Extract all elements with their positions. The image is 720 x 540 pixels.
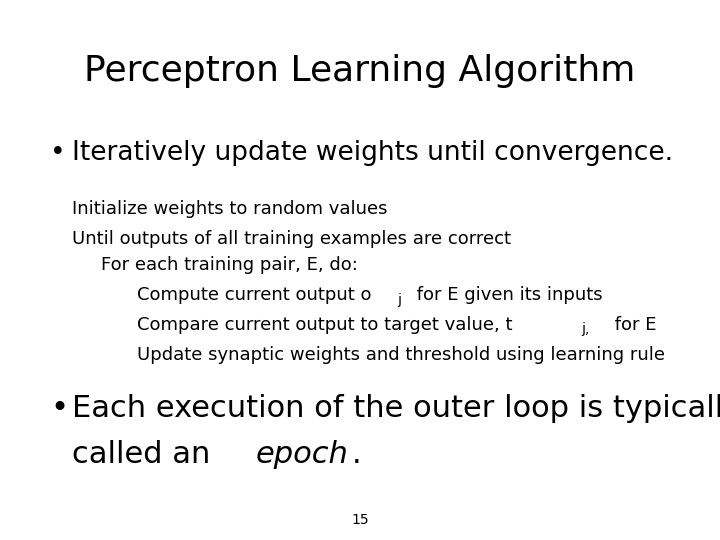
Text: Iteratively update weights until convergence.: Iteratively update weights until converg…	[72, 140, 673, 166]
Text: •: •	[50, 140, 66, 166]
Text: For each training pair, E, do:: For each training pair, E, do:	[101, 256, 358, 274]
Text: .: .	[351, 440, 361, 469]
Text: for E given its inputs: for E given its inputs	[411, 286, 603, 304]
Text: Perceptron Learning Algorithm: Perceptron Learning Algorithm	[84, 54, 636, 88]
Text: j,: j,	[581, 322, 590, 336]
Text: Compute current output o: Compute current output o	[137, 286, 372, 304]
Text: for E: for E	[609, 316, 657, 334]
Text: •: •	[50, 394, 68, 423]
Text: epoch: epoch	[256, 440, 348, 469]
Text: j: j	[397, 293, 401, 307]
Text: Until outputs of all training examples are correct: Until outputs of all training examples a…	[72, 230, 511, 247]
Text: Initialize weights to random values: Initialize weights to random values	[72, 200, 387, 218]
Text: 15: 15	[351, 513, 369, 527]
Text: Each execution of the outer loop is typically: Each execution of the outer loop is typi…	[72, 394, 720, 423]
Text: Compare current output to target value, t: Compare current output to target value, …	[137, 316, 513, 334]
Text: Update synaptic weights and threshold using learning rule: Update synaptic weights and threshold us…	[137, 346, 665, 363]
Text: called an: called an	[72, 440, 220, 469]
